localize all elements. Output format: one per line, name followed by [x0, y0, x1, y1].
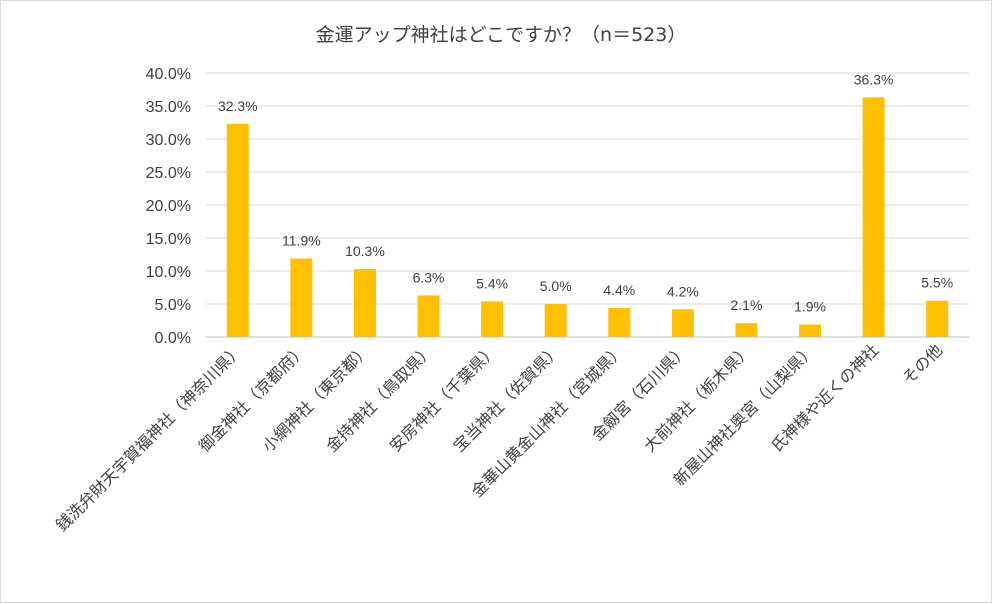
y-tick-label: 10.0% — [146, 264, 191, 281]
y-axis-ticks: 0.0% 5.0% 10.0% 15.0% 20.0% 25.0% 30.0% 35.0% 40… — [146, 66, 191, 347]
data-label: 10.3% — [345, 243, 385, 259]
x-category-label: 大前神社（栃木県） — [640, 340, 755, 455]
bar — [926, 300, 949, 337]
x-category-label: 金持神社（鳥取県） — [322, 340, 437, 455]
y-tick-label: 30.0% — [146, 132, 191, 149]
x-category-label: その他 — [899, 340, 946, 387]
data-label: 32.3% — [218, 98, 258, 114]
bar — [608, 307, 631, 337]
x-axis-categories: 銭洗弁財天宇賀福神社（神奈川県）御金神社（京都府）小網神社（東京都）金持神社（鳥… — [52, 340, 946, 534]
x-category-label: 宝当神社（佐賀県） — [449, 340, 564, 455]
bar — [417, 295, 440, 337]
data-label: 5.0% — [540, 278, 572, 294]
y-tick-label: 20.0% — [146, 198, 191, 215]
bar — [481, 301, 504, 337]
data-label: 5.4% — [476, 275, 508, 291]
y-tick-label: 5.0% — [155, 297, 191, 314]
bar — [671, 309, 694, 337]
bar — [799, 324, 822, 337]
bar — [544, 304, 567, 337]
y-tick-label: 25.0% — [146, 165, 191, 182]
y-tick-label: 0.0% — [155, 330, 191, 347]
x-category-label: 御金神社（京都府） — [195, 340, 310, 455]
bar — [735, 323, 758, 337]
data-label: 5.5% — [921, 275, 953, 291]
bar — [290, 258, 313, 337]
data-label: 36.3% — [854, 71, 894, 87]
gridlines — [206, 72, 969, 305]
data-label: 4.4% — [603, 282, 635, 298]
data-label: 6.3% — [413, 269, 445, 285]
data-label: 1.9% — [794, 298, 826, 314]
y-tick-label: 15.0% — [146, 231, 191, 248]
bar — [862, 97, 885, 337]
x-category-label: 氏神様や近くの神社 — [767, 340, 882, 455]
bar — [353, 269, 376, 337]
data-label: 11.9% — [282, 232, 321, 248]
data-labels: 32.3% 11.9% 10.3% 6.3% 5.4% 5.0% 4.4% 4.2% 2.1% 1… — [218, 71, 953, 314]
bar — [226, 123, 249, 337]
x-category-label: 安房神社（千葉県） — [386, 340, 501, 455]
chart-title: 金運アップ神社はどこですか？（n＝523） — [316, 24, 687, 46]
data-label: 4.2% — [667, 283, 699, 299]
bars — [226, 97, 949, 337]
data-label: 2.1% — [730, 297, 762, 313]
y-tick-label: 40.0% — [146, 66, 191, 83]
x-category-label: 小網神社（東京都） — [259, 340, 374, 455]
y-tick-label: 35.0% — [146, 99, 191, 116]
